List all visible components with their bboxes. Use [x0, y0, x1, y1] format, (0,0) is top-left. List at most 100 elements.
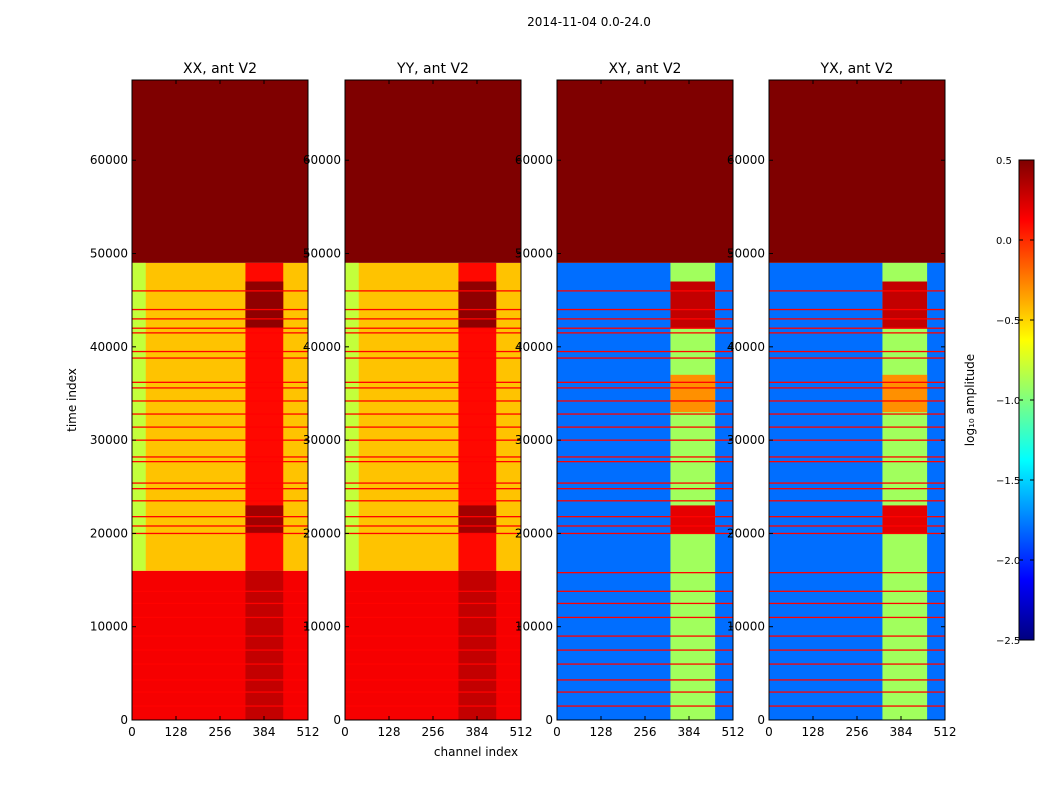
flagged-row: [132, 439, 308, 441]
y-tick-label: 60000: [727, 153, 765, 167]
flagged-row: [345, 590, 521, 592]
heatmap-panel: 0 128 256 384 512 0 10000 20000 30000 40000 50000 6…: [303, 61, 533, 739]
flagged-row: [345, 525, 521, 527]
flagged-row: [769, 426, 945, 428]
heatmap-panel: 0 128 256 384 512 0 10000 20000 30000 40000 50000 6…: [727, 61, 957, 739]
flagged-row: [345, 332, 521, 334]
flagged-row: [345, 456, 521, 458]
x-tick-label: 512: [297, 725, 320, 739]
flagged-row: [345, 426, 521, 428]
heatmap-region: [769, 80, 945, 263]
y-tick-label: 10000: [303, 620, 341, 634]
flagged-row: [769, 500, 945, 502]
x-tick-label: 384: [678, 725, 701, 739]
flagged-row: [345, 663, 521, 665]
flagged-row: [345, 460, 521, 463]
colorbar-ticks: 0.5 0.0 −0.5 −1.0 −1.5 −2.0 −2.5: [996, 156, 1034, 647]
flagged-row: [132, 679, 308, 681]
flagged-row: [769, 350, 945, 353]
x-tick-label: 256: [422, 725, 445, 739]
flagged-row: [345, 516, 521, 518]
flagged-row: [557, 616, 733, 619]
heatmap-region: [882, 281, 928, 329]
flagged-row: [132, 318, 308, 320]
flagged-row: [769, 488, 945, 490]
flagged-row: [557, 705, 733, 707]
heatmap-region: [670, 374, 716, 413]
x-tick-label: 256: [209, 725, 232, 739]
flagged-row: [345, 327, 521, 329]
y-tick-label: 60000: [303, 153, 341, 167]
heatmap-region: [882, 262, 928, 720]
y-tick-label: 40000: [303, 340, 341, 354]
flagged-row: [345, 350, 521, 353]
flagged-row: [557, 456, 733, 458]
flagged-row: [132, 602, 308, 605]
flagged-row: [769, 616, 945, 619]
flagged-row: [769, 525, 945, 527]
y-tick-label: 0: [757, 713, 765, 727]
heatmap-cells: [769, 80, 945, 720]
heatmap-region: [670, 262, 716, 720]
flagged-row: [769, 290, 945, 292]
y-tick-label: 20000: [515, 526, 553, 540]
x-tick-label: 512: [722, 725, 745, 739]
heatmap-region: [557, 80, 733, 263]
flagged-row: [557, 500, 733, 502]
flagged-row: [132, 381, 308, 383]
heatmap-region: [245, 505, 284, 534]
flagged-row: [557, 525, 733, 527]
colorbar-tick-label: −2.0: [996, 556, 1020, 567]
flagged-row: [769, 327, 945, 329]
y-tick-label: 50000: [303, 247, 341, 261]
heatmap-region: [670, 281, 716, 329]
flagged-row: [132, 350, 308, 353]
flagged-row: [132, 525, 308, 527]
y-tick-label: 30000: [90, 433, 128, 447]
colorbar-tick-label: −1.5: [996, 476, 1020, 487]
flagged-row: [132, 482, 308, 484]
figure-title: 2014-11-04 0.0-24.0: [527, 15, 651, 29]
heatmap-region: [882, 505, 928, 534]
flagged-row: [557, 482, 733, 484]
flagged-row: [132, 327, 308, 329]
flagged-row: [132, 400, 308, 402]
y-tick-label: 20000: [303, 526, 341, 540]
panel-title: XX, ant V2: [183, 61, 257, 77]
heatmap-cells: [345, 80, 521, 720]
flagged-row: [345, 318, 521, 320]
flagged-row: [769, 663, 945, 665]
flagged-row: [557, 663, 733, 665]
flagged-row: [769, 357, 945, 359]
flagged-row: [769, 439, 945, 441]
colorbar-label: log₁₀ amplitude: [963, 354, 977, 446]
flagged-row: [769, 308, 945, 311]
flagged-row: [557, 488, 733, 490]
flagged-row: [557, 308, 733, 311]
heatmap-region: [245, 570, 284, 720]
y-tick-label: 40000: [90, 340, 128, 354]
y-tick-label: 40000: [515, 340, 553, 354]
flagged-row: [769, 318, 945, 320]
flagged-row: [769, 602, 945, 605]
flagged-row: [769, 705, 945, 707]
flagged-row: [132, 532, 308, 535]
heatmap-region: [245, 281, 284, 329]
x-tick-label: 384: [253, 725, 276, 739]
heatmap-panel: 0 128 256 384 512 0 10000 20000 30000 40000 50000 6…: [515, 61, 745, 739]
x-tick-label: 0: [128, 725, 136, 739]
y-axis-label: time index: [65, 368, 79, 432]
panel-title: YX, ant V2: [820, 61, 894, 77]
flagged-row: [557, 332, 733, 334]
colorbar-tick-label: −2.5: [996, 636, 1020, 647]
flagged-row: [557, 679, 733, 681]
flagged-row: [557, 649, 733, 651]
flagged-row: [769, 571, 945, 574]
flagged-row: [769, 532, 945, 535]
heatmap-cells: [132, 80, 308, 720]
flagged-row: [557, 571, 733, 574]
flagged-row: [769, 691, 945, 693]
y-tick-label: 30000: [303, 433, 341, 447]
x-tick-label: 128: [590, 725, 613, 739]
